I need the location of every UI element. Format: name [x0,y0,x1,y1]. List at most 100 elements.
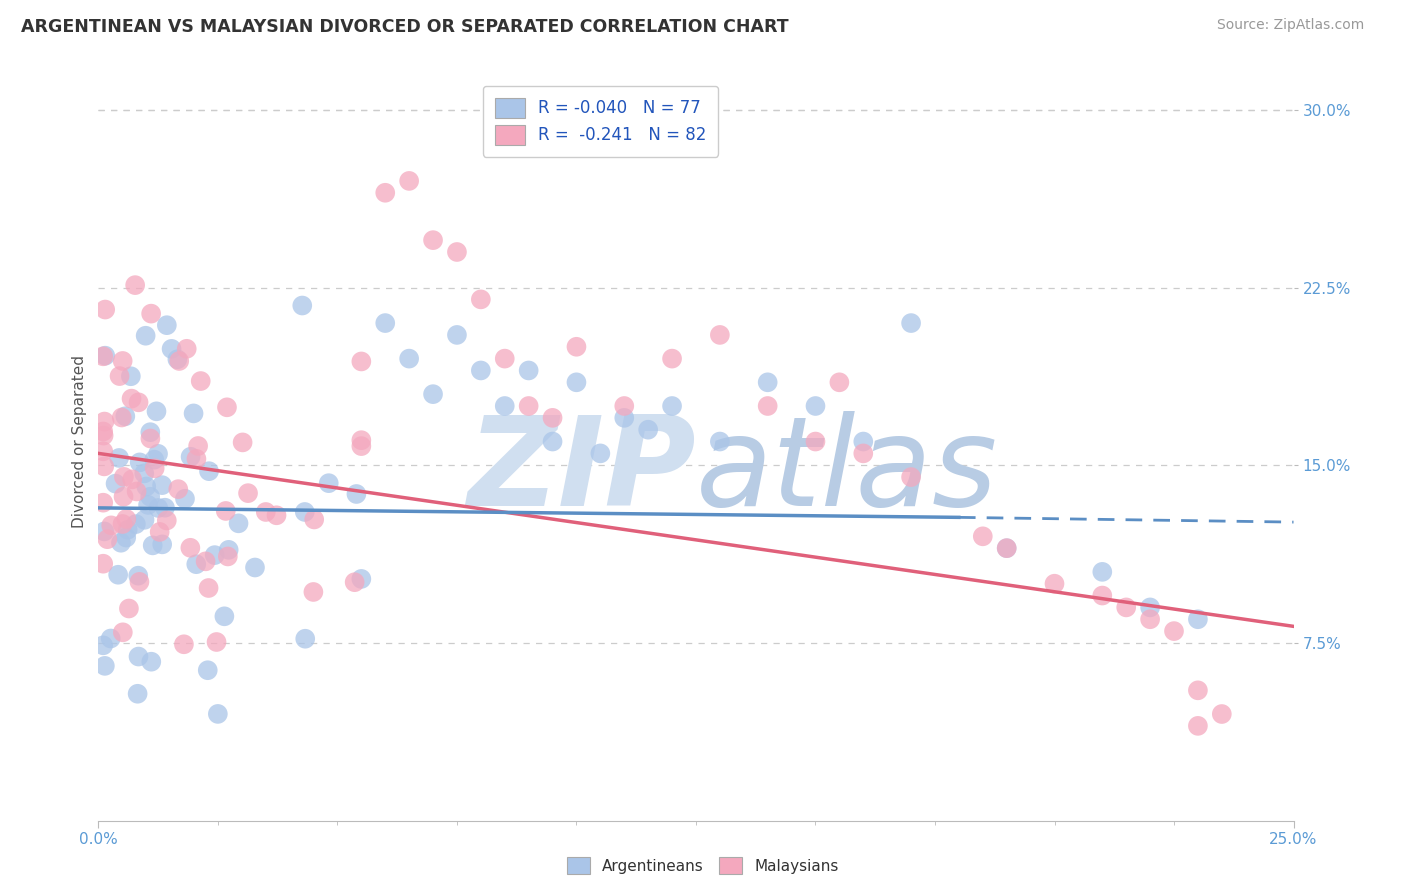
Point [107,567,129,582]
Point [661,399,683,413]
Point [139,425,162,440]
Point [446,327,468,342]
Point [236,486,259,500]
Point [160,342,183,356]
Point [204,548,226,562]
Point [108,450,131,465]
Point [93,524,115,539]
Point [125,484,148,499]
Point [139,490,162,504]
Point [374,316,396,330]
Point [128,649,150,664]
Point [852,446,875,460]
Point [186,451,208,466]
Point [143,452,166,467]
Point [128,455,150,469]
Y-axis label: Divorced or Separated: Divorced or Separated [72,355,87,528]
Point [350,572,373,586]
Point [150,478,173,492]
Point [125,517,148,532]
Legend: Argentineans, Malaysians: Argentineans, Malaysians [561,851,845,880]
Point [900,470,922,484]
Point [350,439,373,453]
Point [94,349,117,363]
Point [446,244,468,259]
Point [96,532,118,546]
Point [291,299,314,313]
Point [148,500,170,515]
Point [91,425,114,439]
Point [120,369,142,384]
Point [302,585,325,599]
Point [111,354,134,368]
Point [470,363,492,377]
Point [115,531,138,545]
Text: atlas: atlas [696,411,998,533]
Text: ZIP: ZIP [467,411,696,533]
Point [110,535,132,549]
Point [852,434,875,449]
Point [167,482,190,496]
Point [142,538,165,552]
Point [93,428,115,442]
Point [143,461,166,475]
Point [637,423,659,437]
Point [91,638,114,652]
Point [127,687,149,701]
Point [94,658,117,673]
Point [214,609,236,624]
Point [111,516,134,531]
Point [167,354,190,368]
Point [146,447,169,461]
Point [141,655,163,669]
Point [756,399,779,413]
Point [517,399,540,413]
Point [661,351,683,366]
Point [589,446,612,460]
Point [494,399,516,413]
Point [121,472,143,486]
Point [350,354,373,368]
Point [218,542,240,557]
Point [207,706,229,721]
Point [804,434,827,449]
Point [104,476,127,491]
Point [422,233,444,247]
Point [197,581,219,595]
Point [190,374,212,388]
Point [187,439,209,453]
Point [194,554,217,568]
Text: ARGENTINEAN VS MALAYSIAN DIVORCED OR SEPARATED CORRELATION CHART: ARGENTINEAN VS MALAYSIAN DIVORCED OR SEP… [21,18,789,36]
Point [149,524,172,539]
Point [205,635,228,649]
Point [1187,683,1209,698]
Point [294,505,316,519]
Point [243,560,266,574]
Point [114,409,136,424]
Point [517,363,540,377]
Point [398,351,420,366]
Point [91,444,114,458]
Point [266,508,288,523]
Point [709,434,731,449]
Point [215,401,238,415]
Point [94,302,117,317]
Point [124,278,146,293]
Point [183,406,205,420]
Point [1211,706,1233,721]
Point [111,625,134,640]
Point [150,537,173,551]
Point [176,342,198,356]
Point [1139,600,1161,615]
Point [350,433,373,447]
Point [112,470,135,484]
Point [318,476,340,491]
Point [1091,589,1114,603]
Point [197,663,219,677]
Legend: R = -0.040   N = 77, R =  -0.241   N = 82: R = -0.040 N = 77, R = -0.241 N = 82 [482,86,718,157]
Point [135,328,157,343]
Point [180,450,202,464]
Point [613,399,636,413]
Point [972,529,994,543]
Point [565,340,588,354]
